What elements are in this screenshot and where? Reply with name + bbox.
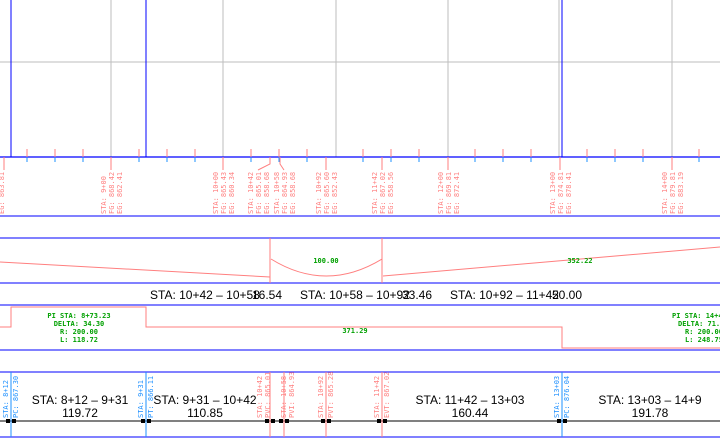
curve-radius: R: 200.00 <box>685 328 720 336</box>
arrow-mark <box>377 419 381 423</box>
station-ticks <box>26 149 700 162</box>
key-point-elevation: PVC: 865.01 <box>264 372 272 418</box>
station-label: EG: 858.68 <box>289 172 297 214</box>
curve-delta: DELTA: 34.30 <box>54 320 105 328</box>
key-point-station: STA: 11+42 <box>373 376 381 418</box>
vertical-profile-band: 100.00 352.22 <box>0 238 720 283</box>
arrow-mark <box>383 419 387 423</box>
segment-range: STA: 10+58 – 10+92 <box>300 288 410 302</box>
station-labels: EG: 863.81 STA: 9+00 FG: 868.42 EG: 862.41 S… <box>0 157 685 214</box>
station-label: EG: 860.34 <box>228 172 236 214</box>
arrow-mark <box>147 419 151 423</box>
segment-length: 191.78 <box>632 406 669 420</box>
station-label: STA: 9+00 <box>100 176 108 214</box>
curve-length: L: 118.72 <box>60 336 98 344</box>
segment-range: STA: 8+12 – 9+31 <box>32 393 129 407</box>
station-label: STA: 14+00 <box>661 172 669 214</box>
tangent-length: 371.29 <box>342 327 367 335</box>
station-label: EG: 862.41 <box>116 172 124 214</box>
station-label: STA: 12+00 <box>437 172 445 214</box>
station-label: EG: 878.41 <box>565 172 573 214</box>
station-label: FG: 865.01 <box>255 172 263 214</box>
station-label: FG: 874.81 <box>557 172 565 214</box>
station-label: EG: 883.19 <box>677 172 685 214</box>
vertical-curve-length: 100.00 <box>313 257 338 265</box>
segment-range: STA: 10+42 – 10+58 <box>150 288 260 302</box>
segment-length: 119.72 <box>62 406 98 420</box>
arrow-mark <box>557 419 561 423</box>
key-point-elevation: PVT: 865.28 <box>327 372 335 418</box>
arrow-mark <box>563 419 567 423</box>
station-label: STA: 13+00 <box>549 172 557 214</box>
key-point-station: STA: 10+42 <box>256 376 264 418</box>
key-point-elevation: PVI: 864.93 <box>288 372 296 418</box>
key-point-elevation: EVT: 867.02 <box>383 372 391 418</box>
curve-delta: DELTA: 71.5 <box>678 320 720 328</box>
station-label: STA: 11+42 <box>371 172 379 214</box>
segment-length: 50.00 <box>552 288 582 302</box>
arrow-mark <box>271 419 275 423</box>
segment-length: 16.54 <box>252 288 282 302</box>
station-label: FG: 864.93 <box>281 172 289 214</box>
station-label: FG: 869.81 <box>445 172 453 214</box>
key-point-elevation: PT: 866.11 <box>147 376 155 418</box>
key-point-station: STA: 9+31 <box>137 380 145 418</box>
curve-pi: PI STA: 8+73.23 <box>47 312 110 320</box>
station-label: STA: 10+58 <box>273 172 281 214</box>
station-label: STA: 10+92 <box>315 172 323 214</box>
segment-length: 33.46 <box>402 288 432 302</box>
station-leader <box>279 157 285 171</box>
station-label: FG: 865.60 <box>323 172 331 214</box>
arrow-mark <box>327 419 331 423</box>
station-label: EG: 863.81 <box>0 172 6 214</box>
curve-annotation-2: PI STA: 14+48 DELTA: 71.5 R: 200.00 L: 2… <box>672 312 720 344</box>
arrow-mark <box>279 419 283 423</box>
grid <box>0 0 720 157</box>
segment-range: STA: 9+31 – 10+42 <box>153 393 257 407</box>
station-label: EG: 858.68 <box>263 172 271 214</box>
key-point-elevation: PC: 876.04 <box>563 376 571 418</box>
arrow-mark <box>285 419 289 423</box>
key-point-station: STA: 8+12 <box>2 380 10 418</box>
segment-length: 110.85 <box>187 406 223 420</box>
station-label: EG: 852.43 <box>331 172 339 214</box>
station-label: FG: 865.43 <box>220 172 228 214</box>
key-point-station: STA: 10+58 <box>280 376 288 418</box>
arrow-mark <box>12 419 16 423</box>
curve-pi: PI STA: 14+48 <box>672 312 720 320</box>
station-label: EG: 872.41 <box>453 172 461 214</box>
key-point-elevation: PC: 867.30 <box>12 376 20 418</box>
station-leader <box>257 157 271 171</box>
curve-radius: R: 200.00 <box>60 328 98 336</box>
segment-range: STA: 10+92 – 11+42 <box>450 288 559 302</box>
segment-range: STA: 13+03 – 14+9 <box>598 393 702 407</box>
arrow-mark <box>141 419 145 423</box>
station-label: FG: 867.02 <box>379 172 387 214</box>
curve-annotation-1: PI STA: 8+73.23 DELTA: 34.30 R: 200.00 L… <box>47 312 110 344</box>
tangent-length-label: 352.22 <box>567 257 592 265</box>
station-label: FG: 879.81 <box>669 172 677 214</box>
station-label: STA: 10+42 <box>247 172 255 214</box>
segment-band: STA: 8+12 PC: 867.30 STA: 9+31 PT: 866.11 ST… <box>0 288 720 437</box>
key-point-station: STA: 10+92 <box>317 376 325 418</box>
horizontal-alignment-band: PI STA: 8+73.23 DELTA: 34.30 R: 200.00 L… <box>0 306 720 349</box>
station-label: EG: 858.56 <box>387 172 395 214</box>
arrow-mark <box>321 419 325 423</box>
segment-length: 160.44 <box>452 406 489 420</box>
arrow-mark <box>265 419 269 423</box>
station-label: STA: 10+00 <box>212 172 220 214</box>
segment-range: STA: 11+42 – 13+03 <box>416 393 525 407</box>
key-point-station: STA: 13+03 <box>553 376 561 418</box>
arrow-mark <box>6 419 10 423</box>
station-label: FG: 868.42 <box>108 172 116 214</box>
curve-length: L: 248.75 <box>685 336 720 344</box>
